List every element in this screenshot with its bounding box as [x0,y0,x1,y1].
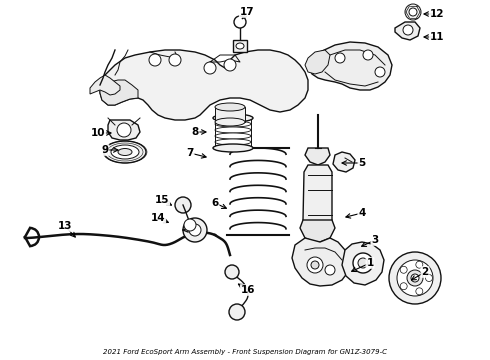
Polygon shape [90,75,120,95]
Circle shape [405,4,421,20]
Ellipse shape [407,270,423,286]
Circle shape [400,283,407,290]
Ellipse shape [389,252,441,304]
Circle shape [169,54,181,66]
Ellipse shape [111,145,139,159]
Circle shape [425,274,433,282]
Circle shape [335,53,345,63]
Text: 13: 13 [58,221,72,231]
Text: 10: 10 [91,128,105,138]
Polygon shape [333,152,355,172]
Text: 11: 11 [430,32,444,42]
Circle shape [184,219,196,231]
Circle shape [307,257,323,273]
Circle shape [117,123,131,137]
Circle shape [363,50,373,60]
Text: 16: 16 [241,285,255,295]
Circle shape [225,265,239,279]
Text: 2021 Ford EcoSport Arm Assembly - Front Suspension Diagram for GN1Z-3079-C: 2021 Ford EcoSport Arm Assembly - Front … [103,349,387,355]
Ellipse shape [118,148,132,156]
Polygon shape [292,238,350,286]
Text: 4: 4 [358,208,366,218]
Ellipse shape [411,274,419,282]
Ellipse shape [215,115,251,121]
Text: 8: 8 [192,127,198,137]
Circle shape [311,261,319,269]
Ellipse shape [215,103,245,111]
Bar [233,40,247,52]
Polygon shape [305,148,330,165]
Text: 2: 2 [421,267,429,277]
Circle shape [325,265,335,275]
Text: 15: 15 [155,195,169,205]
Polygon shape [310,42,392,90]
Circle shape [234,16,246,28]
Polygon shape [395,22,420,40]
Ellipse shape [215,118,245,126]
Circle shape [416,261,423,268]
Polygon shape [108,120,140,140]
Ellipse shape [397,260,433,296]
Ellipse shape [215,121,251,127]
Circle shape [149,54,161,66]
Ellipse shape [215,139,251,145]
Circle shape [375,67,385,77]
Text: 9: 9 [101,145,109,155]
Ellipse shape [215,145,251,151]
Circle shape [409,8,417,16]
Bar [215,107,245,122]
Ellipse shape [215,127,251,133]
Ellipse shape [213,144,253,152]
Ellipse shape [104,141,146,163]
Text: 12: 12 [430,9,444,19]
Polygon shape [100,50,308,120]
Circle shape [353,253,373,273]
Text: 1: 1 [367,258,374,268]
Circle shape [416,288,423,295]
Text: 5: 5 [358,158,366,168]
Text: 17: 17 [240,7,254,17]
Ellipse shape [215,133,251,139]
Circle shape [175,197,191,213]
Polygon shape [300,220,335,242]
Polygon shape [100,80,138,105]
Text: 3: 3 [371,235,379,245]
Polygon shape [305,50,330,74]
Circle shape [183,218,207,242]
Text: 14: 14 [151,213,165,223]
Circle shape [224,59,236,71]
Text: 6: 6 [211,198,219,208]
Ellipse shape [236,43,244,49]
Polygon shape [303,165,332,230]
Circle shape [189,224,201,236]
Circle shape [358,258,368,268]
Circle shape [204,62,216,74]
Circle shape [403,25,413,35]
Ellipse shape [213,114,253,122]
Text: 7: 7 [186,148,194,158]
Polygon shape [342,242,384,285]
Circle shape [400,266,407,273]
Circle shape [229,304,245,320]
